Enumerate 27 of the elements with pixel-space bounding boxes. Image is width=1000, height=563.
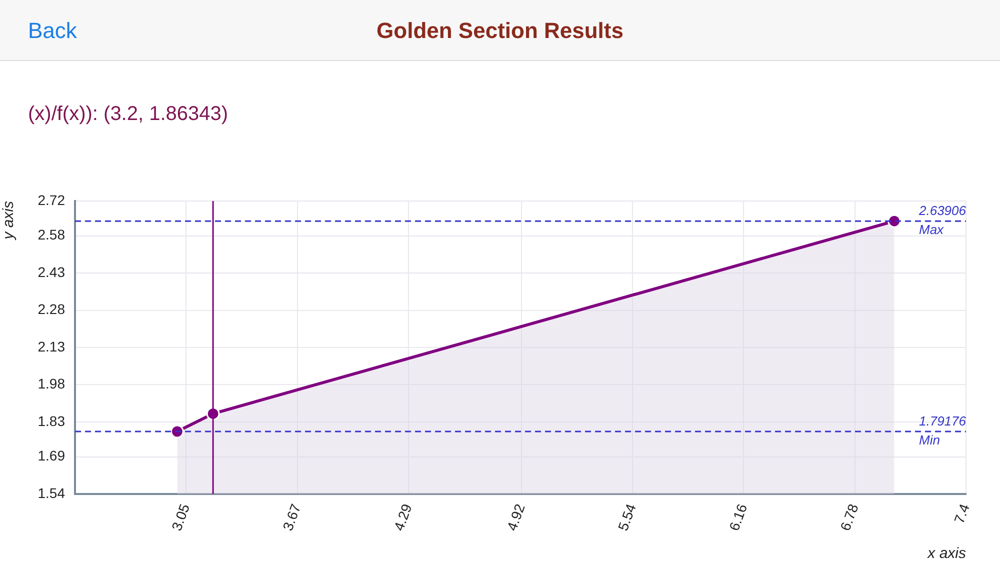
y-tick-label: 2.28	[38, 301, 66, 318]
y-tick-label: 1.98	[38, 376, 66, 392]
annotation: 1.79176	[919, 414, 967, 429]
x-tick-label: 6.78	[836, 502, 862, 533]
y-tick-label: 2.13	[38, 338, 66, 354]
x-axis-title: x axis	[926, 545, 966, 562]
ref-line-label: Min	[919, 432, 940, 448]
y-tick-label: 1.69	[38, 448, 66, 464]
chart-title: Golden Section Results	[376, 18, 624, 43]
x-tick-label: 6.16	[726, 502, 750, 533]
x-tick-label: 5.54	[614, 502, 640, 533]
chart-subtitle: (x)/f(x)): (3.2, 1.86343)	[28, 103, 228, 126]
y-axis-title: y axis	[0, 200, 18, 240]
y-tick-label: 1.54	[38, 484, 66, 501]
x-tick-label: 4.92	[504, 502, 528, 533]
y-tick-label: 1.83	[38, 412, 66, 429]
y-tick-label: 2.58	[38, 226, 66, 243]
y-tick-label: 2.72	[38, 192, 66, 208]
x-tick-label: 3.67	[279, 502, 304, 533]
x-tick-label: 4.29	[390, 502, 415, 533]
text: Back	[28, 18, 77, 44]
point	[170, 424, 184, 438]
x-tick-label: 7.4	[950, 502, 973, 526]
annotation: 2.63906	[918, 203, 967, 218]
ref-line-label: Max	[919, 222, 944, 238]
x-tick-label: 3.05	[168, 502, 193, 533]
y-tick-label: 2.43	[38, 264, 66, 280]
